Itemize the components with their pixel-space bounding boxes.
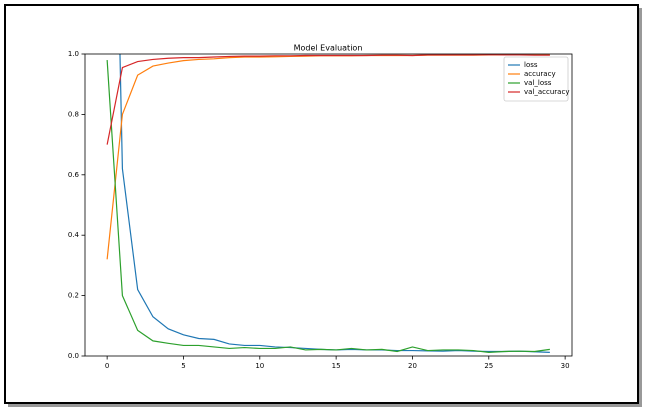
x-tick-label: 0	[105, 362, 109, 370]
y-tick-label: 1.0	[68, 50, 79, 58]
y-tick-label: 0.4	[68, 231, 80, 239]
y-tick-label: 0.8	[68, 110, 79, 118]
series-line	[106, 60, 550, 353]
legend-box	[503, 56, 569, 102]
x-tick-label: 15	[332, 362, 341, 370]
legend-label: val_accuracy	[524, 88, 569, 96]
x-tick-label: 5	[181, 362, 185, 370]
x-tick-label: 25	[484, 362, 493, 370]
legend-label: loss	[524, 61, 538, 69]
x-tick-label: 20	[408, 362, 417, 370]
series-line	[106, 54, 550, 145]
y-tick-label: 0.0	[68, 352, 79, 360]
plot-area	[106, 54, 550, 353]
x-tick-label: 10	[255, 362, 264, 370]
chart-title: Model Evaluation	[294, 44, 363, 53]
y-tick-label: 0.2	[68, 292, 79, 300]
legend-label: val_loss	[524, 79, 552, 87]
y-tick-label: 0.6	[68, 171, 80, 179]
axes-frame	[84, 53, 573, 357]
x-tick-label: 30	[561, 362, 570, 370]
legend-label: accuracy	[524, 70, 556, 78]
